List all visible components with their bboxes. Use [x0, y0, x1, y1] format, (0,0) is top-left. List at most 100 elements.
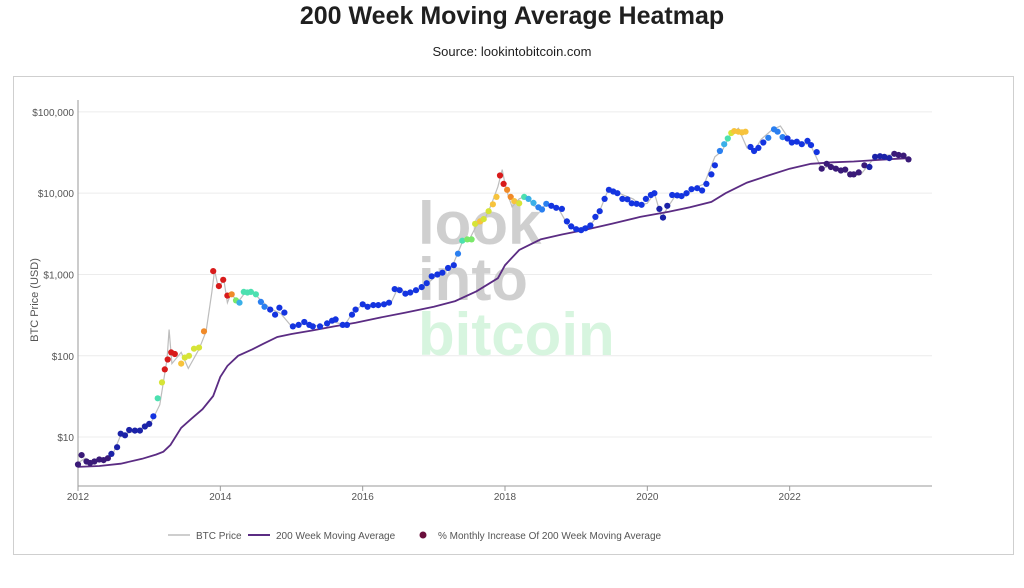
- heat-point: [683, 190, 690, 197]
- heat-point: [872, 153, 879, 160]
- ma-200w-line: [77, 157, 911, 468]
- heat-point: [573, 226, 580, 233]
- heat-point: [866, 163, 873, 171]
- heat-point: [480, 216, 487, 223]
- heat-point: [633, 200, 640, 207]
- heat-point: [121, 432, 129, 439]
- heat-point: [131, 427, 138, 434]
- heat-point: [638, 201, 645, 208]
- heat-point: [126, 426, 133, 434]
- heat-point: [827, 163, 835, 171]
- heat-point: [500, 180, 507, 187]
- heat-points: [74, 126, 912, 468]
- heat-point: [136, 427, 143, 434]
- heat-point: [504, 186, 511, 193]
- legend-ma-label: 200 Week Moving Average: [276, 531, 396, 542]
- legend-points-swatch: [419, 531, 427, 539]
- heat-point: [760, 139, 767, 146]
- heat-point: [525, 195, 532, 202]
- heat-point: [359, 301, 366, 308]
- y-tick-label: $100: [52, 352, 75, 363]
- heat-point: [823, 160, 830, 167]
- heat-point: [324, 320, 331, 327]
- y-tick-label: $10,000: [38, 189, 75, 200]
- x-tick-label: 2018: [494, 492, 517, 503]
- heat-point: [200, 328, 208, 335]
- heat-point: [445, 264, 452, 272]
- heat-point: [694, 185, 701, 192]
- heat-point: [614, 190, 621, 197]
- heat-point: [624, 196, 631, 203]
- heat-point: [886, 155, 893, 162]
- heat-point: [784, 135, 791, 142]
- heat-point: [774, 128, 781, 135]
- heat-point: [309, 323, 316, 330]
- heat-point: [788, 139, 795, 146]
- heat-point: [818, 165, 825, 172]
- heat-point: [669, 191, 676, 199]
- heat-point: [332, 316, 339, 323]
- heat-point: [619, 195, 626, 202]
- heat-point: [428, 273, 435, 280]
- heat-point: [375, 302, 382, 309]
- heat-point: [343, 321, 351, 328]
- heat-point: [164, 356, 171, 363]
- heat-point: [91, 458, 98, 465]
- heat-point: [316, 323, 324, 330]
- heat-point: [439, 269, 446, 276]
- heat-point: [493, 193, 500, 200]
- heat-point: [454, 250, 462, 257]
- heat-point: [434, 271, 441, 278]
- y-tick-label: $100,000: [32, 108, 74, 119]
- heat-point: [747, 143, 754, 151]
- heat-point: [708, 171, 715, 178]
- heat-point: [215, 283, 222, 290]
- heat-point: [210, 268, 217, 275]
- heat-point: [842, 166, 849, 173]
- heat-point: [464, 236, 471, 243]
- heat-point: [558, 205, 566, 212]
- heat-point: [793, 138, 800, 145]
- heat-point: [423, 280, 430, 287]
- x-tick-label: 2016: [352, 492, 375, 503]
- heat-point: [798, 141, 805, 148]
- heat-point: [339, 321, 346, 328]
- heat-point: [548, 202, 555, 209]
- heat-point: [146, 420, 153, 427]
- heat-point: [688, 186, 695, 193]
- heat-point: [582, 225, 589, 232]
- heat-point: [651, 190, 658, 197]
- heat-point: [659, 214, 667, 221]
- x-tick-label: 2012: [67, 492, 90, 503]
- axes: $10 $100 $1,000 $10,000 $100,000 2012 2014 2016…: [32, 100, 932, 503]
- heat-point: [301, 318, 308, 326]
- heat-point: [370, 302, 377, 309]
- legend: BTC Price 200 Week Moving Average % Mont…: [168, 531, 662, 542]
- heat-point: [755, 144, 762, 151]
- heat-point: [178, 360, 185, 367]
- heat-point: [485, 208, 492, 215]
- heat-point: [385, 299, 393, 306]
- y-tick-label: $1,000: [43, 270, 74, 281]
- heat-point: [711, 162, 719, 169]
- legend-points-label: % Monthly Increase Of 200 Week Moving Av…: [438, 531, 662, 542]
- heat-point: [742, 128, 749, 135]
- heat-point: [472, 220, 479, 227]
- heat-point: [678, 193, 685, 200]
- y-axis-label: BTC Price (USD): [29, 258, 41, 342]
- heat-point: [642, 195, 650, 202]
- heat-point: [496, 172, 504, 179]
- legend-price-label: BTC Price: [196, 531, 242, 542]
- heat-point: [516, 200, 523, 207]
- heat-point: [412, 287, 420, 294]
- heat-point: [861, 162, 868, 169]
- heat-point: [832, 165, 840, 172]
- heat-point: [161, 366, 168, 373]
- heat-point: [352, 306, 359, 313]
- heat-point: [716, 147, 724, 155]
- heat-point: [553, 204, 560, 211]
- heat-point: [592, 213, 599, 220]
- heat-point: [364, 303, 371, 310]
- heat-point: [881, 153, 888, 160]
- heat-point: [220, 276, 227, 283]
